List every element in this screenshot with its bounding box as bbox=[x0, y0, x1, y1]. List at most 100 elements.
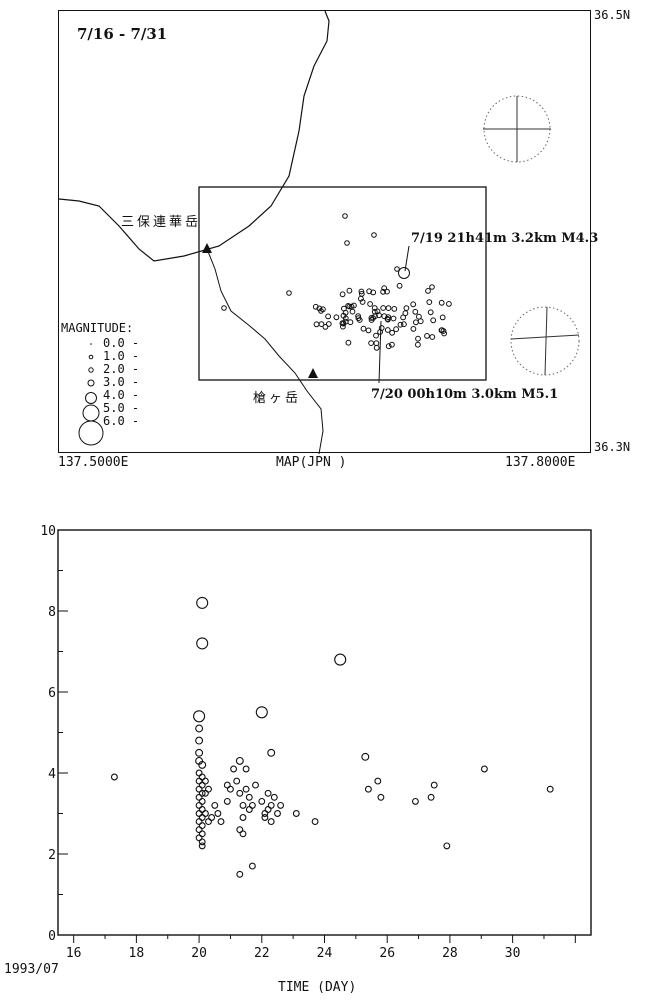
x-tick-label: 16 bbox=[66, 946, 82, 961]
epicenter-dot bbox=[360, 325, 367, 332]
epicenter-dot bbox=[344, 240, 350, 246]
epicenter-dot bbox=[385, 305, 392, 312]
data-point bbox=[261, 814, 269, 821]
data-point bbox=[480, 765, 488, 773]
x-tick-label: 28 bbox=[442, 946, 458, 961]
chart-points bbox=[110, 596, 554, 878]
epicenter-dot bbox=[359, 299, 366, 305]
epicenter-dot bbox=[384, 327, 391, 333]
epicenter-dot bbox=[370, 315, 377, 321]
map-canvas bbox=[59, 11, 580, 454]
epicenter-dot bbox=[384, 288, 390, 295]
data-point bbox=[236, 870, 244, 878]
epicenter-dot bbox=[325, 313, 332, 320]
data-point bbox=[214, 810, 222, 817]
epicenter-dot bbox=[380, 288, 387, 295]
epicenter-dot bbox=[318, 308, 324, 314]
epicenter-dot bbox=[368, 340, 375, 347]
data-point bbox=[252, 781, 259, 789]
data-point bbox=[208, 814, 216, 821]
data-point bbox=[195, 748, 204, 757]
data-point bbox=[110, 773, 118, 781]
data-point bbox=[245, 806, 253, 813]
epicenter-dot bbox=[365, 327, 372, 334]
epicenter-dot bbox=[340, 312, 347, 319]
epicenter-dot bbox=[376, 312, 382, 319]
epicenter-dot bbox=[396, 282, 403, 289]
data-point bbox=[195, 785, 203, 793]
data-point bbox=[411, 797, 419, 805]
epicenter-dot bbox=[340, 323, 346, 330]
data-point bbox=[546, 785, 554, 793]
data-point bbox=[198, 842, 206, 850]
epicenter-dot bbox=[429, 284, 435, 290]
epicenter-dot bbox=[416, 313, 422, 320]
data-point bbox=[242, 785, 250, 793]
epicenter-dot bbox=[381, 285, 388, 292]
legend-item: 1.0 - bbox=[103, 349, 140, 363]
lat-bottom-label: 36.3N bbox=[594, 440, 631, 454]
data-point bbox=[205, 785, 212, 793]
epicenter-dot bbox=[339, 291, 346, 298]
data-point bbox=[248, 801, 256, 809]
data-point bbox=[270, 793, 278, 801]
data-point bbox=[198, 760, 207, 769]
data-point bbox=[248, 862, 256, 870]
route-line bbox=[206, 248, 324, 454]
peak-label-south: 槍ヶ岳 bbox=[253, 391, 302, 406]
epicenter-dot bbox=[221, 305, 227, 311]
y-tick-label: 0 bbox=[48, 929, 56, 944]
data-point bbox=[217, 818, 225, 826]
epicenter-dot bbox=[346, 287, 353, 294]
lat-top-label: 36.5N bbox=[594, 8, 631, 22]
epicenter-dot bbox=[413, 319, 419, 326]
epicenter-dot bbox=[345, 339, 352, 346]
epicenter-dot bbox=[377, 329, 384, 335]
y-tick-label: 4 bbox=[48, 767, 56, 782]
peak-marker-south bbox=[308, 368, 318, 378]
data-point bbox=[364, 785, 372, 793]
data-point bbox=[223, 781, 231, 789]
lon-left-label: 137.5000E bbox=[58, 455, 129, 470]
epicenter-dot bbox=[424, 333, 430, 339]
epicenter-dot bbox=[345, 303, 352, 309]
data-point bbox=[195, 834, 203, 842]
epicenter-map: 7/16 - 7/31 三保連華岳 槍ヶ岳 7/19 21h41m 3.2km … bbox=[58, 10, 598, 454]
epicenter-dot bbox=[430, 317, 437, 324]
epicenter-dot bbox=[313, 321, 320, 328]
epicenter-dot bbox=[397, 321, 404, 328]
epicenter-dot bbox=[358, 295, 364, 302]
data-point bbox=[236, 789, 244, 797]
legend-symbols bbox=[78, 343, 104, 446]
epicenter-dot bbox=[366, 288, 373, 295]
epicenter-dot bbox=[367, 301, 374, 307]
epicenter-dot bbox=[381, 313, 388, 320]
data-point bbox=[223, 797, 231, 805]
legend-item: 4.0 - bbox=[103, 388, 140, 402]
y-tick-label: 6 bbox=[48, 686, 56, 701]
legend-item: 2.0 - bbox=[103, 362, 140, 376]
data-point bbox=[311, 818, 319, 826]
epicenter-dot bbox=[403, 305, 410, 312]
epicenter-dot bbox=[325, 321, 332, 327]
data-point bbox=[196, 637, 209, 650]
epicenter-dot bbox=[426, 299, 433, 306]
data-point bbox=[211, 801, 219, 809]
epicenter-dot bbox=[410, 301, 417, 308]
epicenter-dot bbox=[312, 303, 319, 310]
epicenter-dot bbox=[347, 319, 354, 326]
data-point bbox=[230, 765, 238, 773]
epicenter-dot bbox=[333, 314, 340, 321]
data-point bbox=[195, 818, 203, 826]
data-point bbox=[277, 801, 285, 809]
epicenter-dot bbox=[373, 332, 379, 339]
epicenter-dot bbox=[391, 306, 398, 312]
event1-label: 7/19 21h41m 3.2km M4.3 bbox=[411, 231, 599, 246]
epicenter-dot bbox=[410, 326, 417, 332]
epicenter-dot bbox=[371, 305, 378, 311]
data-point bbox=[195, 801, 203, 809]
data-point bbox=[267, 801, 275, 809]
data-point bbox=[292, 810, 300, 817]
event2-leader bbox=[378, 320, 382, 384]
data-point bbox=[377, 793, 385, 801]
